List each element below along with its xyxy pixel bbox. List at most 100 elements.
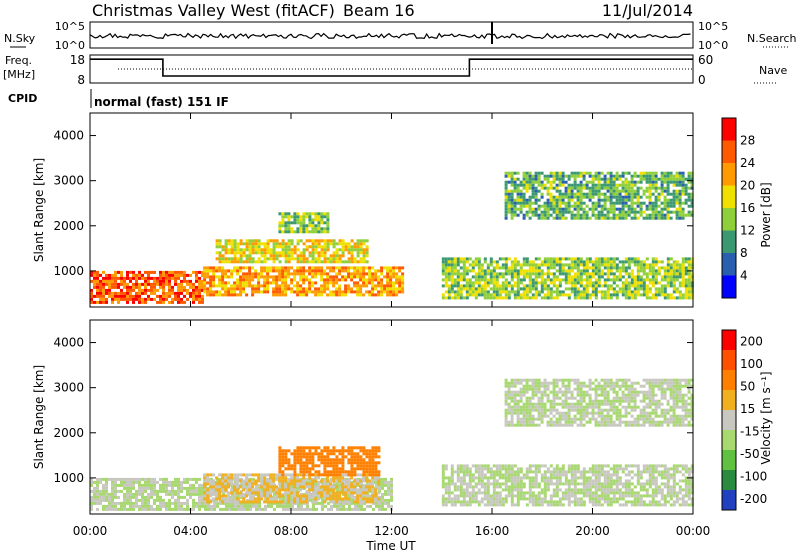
- heatmap-cell: [308, 494, 312, 498]
- heatmap-cell: [576, 213, 580, 217]
- heatmap-cell: [233, 482, 237, 486]
- heatmap-cell: [308, 221, 312, 225]
- heatmap-cell: [165, 507, 168, 511]
- heatmap-cell: [678, 189, 682, 193]
- heatmap-cell: [203, 482, 207, 486]
- heatmap-cell: [275, 251, 279, 255]
- heatmap-cell: [519, 198, 523, 202]
- heatmap-cell: [666, 263, 670, 267]
- heatmap-cell: [504, 381, 508, 385]
- heatmap-cell: [362, 239, 366, 243]
- colorbar-segment: [722, 275, 736, 299]
- heatmap-cell: [236, 278, 240, 282]
- heatmap-cell: [398, 287, 402, 291]
- heatmap-cell: [90, 297, 93, 301]
- heatmap-cell: [389, 287, 393, 291]
- heatmap-cell: [329, 485, 333, 489]
- heatmap-cell: [624, 266, 628, 270]
- heatmap-cell: [326, 458, 330, 462]
- heatmap-cell: [591, 293, 595, 297]
- heatmap-cell: [585, 384, 589, 388]
- heatmap-cell: [519, 408, 523, 412]
- heatmap-cell: [281, 494, 285, 498]
- heatmap-cell: [516, 414, 520, 418]
- heatmap-cell: [591, 210, 595, 214]
- heatmap-cell: [114, 480, 117, 484]
- heatmap-cell: [302, 230, 306, 234]
- heatmap-cell: [248, 254, 252, 258]
- heatmap-cell: [287, 245, 291, 249]
- heatmap-cell: [642, 266, 646, 270]
- heatmap-cell: [302, 275, 306, 279]
- heatmap-cell: [171, 297, 174, 301]
- heatmap-cell: [645, 272, 649, 276]
- heatmap-cell: [233, 248, 237, 252]
- heatmap-cell: [579, 213, 583, 217]
- heatmap-cell: [335, 287, 339, 291]
- heatmap-cell: [618, 183, 622, 187]
- heatmap-cell: [212, 293, 216, 297]
- heatmap-cell: [519, 393, 523, 397]
- heatmap-cell: [299, 251, 303, 255]
- heatmap-cell: [504, 171, 508, 175]
- heatmap-cell: [293, 278, 297, 282]
- heatmap-cell: [323, 248, 327, 252]
- heatmap-cell: [284, 488, 288, 492]
- heatmap-cell: [615, 278, 619, 282]
- heatmap-cell: [284, 260, 288, 264]
- heatmap-cell: [105, 483, 108, 487]
- heatmap-cell: [317, 227, 321, 231]
- heatmap-cell: [633, 284, 637, 288]
- heatmap-cell: [249, 495, 252, 499]
- heatmap-cell: [552, 174, 556, 178]
- heatmap-cell: [293, 215, 297, 219]
- heatmap-cell: [666, 177, 670, 181]
- heatmap-cell: [540, 296, 544, 300]
- heatmap-cell: [654, 296, 658, 300]
- heatmap-cell: [510, 207, 514, 211]
- heatmap-cell: [278, 290, 282, 294]
- heatmap-cell: [597, 284, 601, 288]
- heatmap-cell: [284, 458, 288, 462]
- heatmap-cell: [251, 260, 255, 264]
- heatmap-cell: [314, 287, 318, 291]
- heatmap-cell: [525, 378, 529, 382]
- heatmap-cell: [108, 285, 111, 289]
- heatmap-cell: [687, 174, 691, 178]
- heatmap-cell: [308, 488, 312, 492]
- heatmap-cell: [321, 501, 324, 505]
- heatmap-cell: [549, 260, 553, 264]
- heatmap-cell: [335, 491, 339, 495]
- heatmap-cell: [275, 239, 279, 243]
- heatmap-cell: [441, 260, 445, 264]
- heatmap-cell: [186, 273, 189, 277]
- heatmap-cell: [510, 266, 514, 270]
- heatmap-cell: [338, 473, 342, 477]
- heatmap-cell: [582, 195, 586, 199]
- heatmap-cell: [245, 476, 249, 480]
- heatmap-cell: [260, 269, 264, 273]
- heatmap-cell: [522, 204, 526, 208]
- heatmap-cell: [314, 500, 318, 504]
- heatmap-cell: [675, 260, 679, 264]
- heatmap-cell: [444, 296, 448, 300]
- heatmap-cell: [573, 263, 577, 267]
- heatmap-cell: [624, 195, 628, 199]
- heatmap-cell: [287, 275, 291, 279]
- heatmap-cell: [549, 213, 553, 217]
- heatmap-cell: [381, 480, 384, 484]
- heatmap-cell: [111, 507, 114, 511]
- heatmap-cell: [147, 480, 150, 484]
- heatmap-cell: [570, 408, 574, 412]
- heatmap-cell: [374, 491, 378, 495]
- heatmap-cell: [588, 174, 592, 178]
- heatmap-cell: [362, 467, 366, 471]
- heatmap-cell: [615, 177, 619, 181]
- heatmap-cell: [579, 198, 583, 202]
- heatmap-cell: [326, 479, 330, 483]
- heatmap-cell: [174, 504, 177, 508]
- heatmap-cell: [534, 272, 538, 276]
- heatmap-cell: [672, 210, 676, 214]
- heatmap-cell: [654, 260, 658, 264]
